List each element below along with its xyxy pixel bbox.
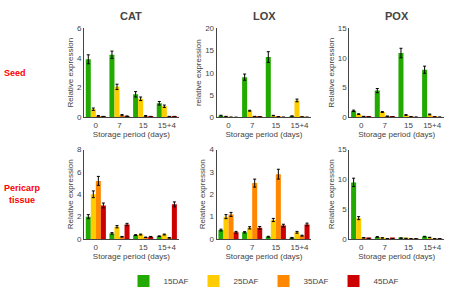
svg-text:0: 0	[342, 113, 347, 122]
svg-text:8: 8	[77, 145, 82, 154]
svg-text:Relative expression: Relative expression	[66, 38, 75, 108]
svg-text:15DAF: 15DAF	[164, 277, 189, 286]
svg-text:0: 0	[77, 113, 82, 122]
svg-text:15: 15	[338, 24, 347, 33]
svg-text:0: 0	[210, 113, 215, 122]
svg-text:10: 10	[338, 175, 347, 184]
svg-text:Storage period (days): Storage period (days)	[93, 252, 170, 261]
svg-text:15: 15	[205, 46, 214, 55]
svg-text:45DAF: 45DAF	[374, 277, 399, 286]
svg-text:Pericarptissue: Pericarptissue	[4, 183, 41, 205]
svg-text:0: 0	[342, 235, 347, 244]
svg-text:15: 15	[139, 121, 148, 130]
svg-text:Relative expression: Relative expression	[198, 159, 207, 229]
svg-text:7: 7	[117, 243, 122, 252]
svg-text:15: 15	[404, 121, 413, 130]
svg-text:0: 0	[94, 243, 99, 252]
svg-text:10: 10	[205, 69, 214, 78]
svg-text:5: 5	[342, 205, 347, 214]
svg-text:Seed: Seed	[4, 68, 26, 78]
svg-text:25DAF: 25DAF	[234, 277, 259, 286]
svg-text:Relative expression: Relative expression	[327, 38, 336, 108]
svg-text:0: 0	[226, 121, 231, 130]
svg-text:POX: POX	[385, 10, 409, 22]
svg-text:7: 7	[117, 121, 122, 130]
svg-text:0: 0	[226, 243, 231, 252]
svg-text:7: 7	[383, 121, 388, 130]
svg-text:15+4: 15+4	[158, 243, 177, 252]
svg-text:15: 15	[271, 121, 280, 130]
svg-text:0: 0	[94, 121, 99, 130]
svg-text:15+4: 15+4	[290, 243, 309, 252]
svg-text:15: 15	[404, 243, 413, 252]
svg-text:2: 2	[210, 190, 215, 199]
svg-text:Storage period (days): Storage period (days)	[358, 130, 435, 139]
svg-text:0: 0	[210, 235, 215, 244]
svg-text:7: 7	[250, 121, 255, 130]
svg-text:LOX: LOX	[253, 10, 276, 22]
svg-text:1: 1	[210, 212, 215, 221]
svg-text:15: 15	[271, 243, 280, 252]
svg-text:2: 2	[77, 83, 82, 92]
svg-text:10: 10	[338, 54, 347, 63]
svg-text:3: 3	[210, 168, 215, 177]
svg-text:6: 6	[77, 168, 82, 177]
svg-text:4: 4	[77, 190, 82, 199]
svg-text:Storage period (days): Storage period (days)	[358, 252, 435, 261]
svg-text:Relative expression: Relative expression	[327, 159, 336, 229]
svg-text:0: 0	[359, 121, 364, 130]
svg-text:CAT: CAT	[120, 10, 142, 22]
svg-text:0: 0	[77, 235, 82, 244]
svg-text:Storage period (days): Storage period (days)	[226, 252, 303, 261]
svg-text:Relative expression: Relative expression	[66, 159, 75, 229]
svg-text:7: 7	[250, 243, 255, 252]
svg-text:35DAF: 35DAF	[304, 277, 329, 286]
svg-text:15+4: 15+4	[290, 121, 309, 130]
svg-text:15: 15	[139, 243, 148, 252]
svg-text:6: 6	[77, 24, 82, 33]
svg-text:Storage period (days): Storage period (days)	[93, 130, 170, 139]
svg-text:Storage period (days): Storage period (days)	[226, 130, 303, 139]
svg-text:0: 0	[359, 243, 364, 252]
svg-text:15+4: 15+4	[423, 121, 442, 130]
svg-text:15+4: 15+4	[158, 121, 177, 130]
svg-text:2: 2	[77, 212, 82, 221]
svg-text:4: 4	[210, 145, 215, 154]
svg-text:15+4: 15+4	[423, 243, 442, 252]
svg-text:4: 4	[77, 54, 82, 63]
svg-text:7: 7	[383, 243, 388, 252]
svg-text:15: 15	[338, 145, 347, 154]
svg-text:relative expression: relative expression	[194, 39, 203, 106]
svg-text:20: 20	[205, 24, 214, 33]
svg-text:5: 5	[342, 83, 347, 92]
svg-text:5: 5	[210, 91, 215, 100]
